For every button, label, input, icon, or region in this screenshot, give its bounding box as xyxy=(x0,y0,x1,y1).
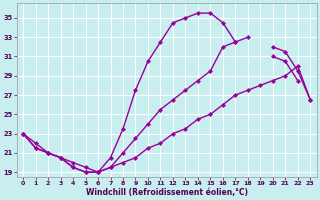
X-axis label: Windchill (Refroidissement éolien,°C): Windchill (Refroidissement éolien,°C) xyxy=(86,188,248,197)
